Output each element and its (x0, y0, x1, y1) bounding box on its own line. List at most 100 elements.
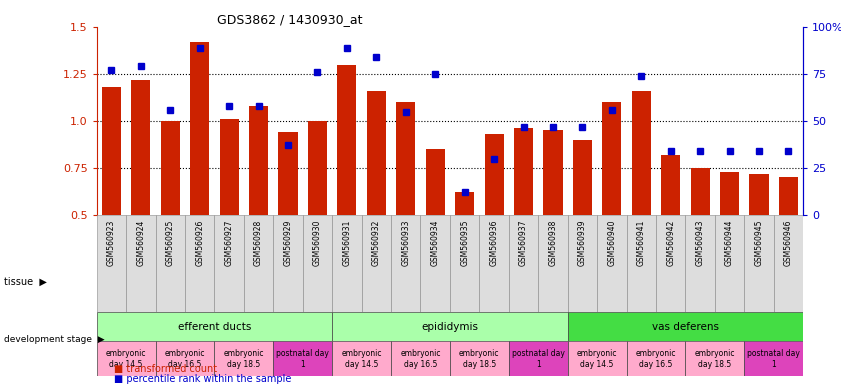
Text: GDS3862 / 1430930_at: GDS3862 / 1430930_at (217, 13, 362, 26)
Bar (420, 215, 450, 312)
Bar (479, 215, 509, 312)
Bar (690, 168, 710, 215)
Bar (627, 341, 685, 376)
Text: tissue  ▶: tissue ▶ (4, 277, 47, 287)
Text: GSM560946: GSM560946 (784, 220, 793, 266)
Text: GSM560943: GSM560943 (696, 220, 705, 266)
Text: GSM560937: GSM560937 (519, 220, 528, 266)
Text: GSM560926: GSM560926 (195, 220, 204, 266)
Text: ■ percentile rank within the sample: ■ percentile rank within the sample (114, 374, 291, 384)
Bar (720, 172, 739, 215)
Bar (190, 42, 209, 215)
Bar (244, 215, 273, 312)
Bar (685, 215, 715, 312)
Bar (303, 215, 332, 312)
Bar (538, 215, 568, 312)
Bar (749, 174, 769, 215)
Bar (249, 106, 268, 215)
Text: GSM560924: GSM560924 (136, 220, 145, 266)
Text: GSM560932: GSM560932 (372, 220, 381, 266)
Bar (656, 215, 685, 312)
Bar (273, 341, 332, 376)
Text: GSM560936: GSM560936 (489, 220, 499, 266)
Bar (161, 121, 180, 215)
Text: embryonic
day 14.5: embryonic day 14.5 (577, 349, 617, 369)
Bar (367, 91, 386, 215)
Text: postnatal day
1: postnatal day 1 (748, 349, 800, 369)
Text: embryonic
day 18.5: embryonic day 18.5 (459, 349, 500, 369)
Bar (715, 215, 744, 312)
Text: GSM560928: GSM560928 (254, 220, 263, 266)
Text: GSM560935: GSM560935 (460, 220, 469, 266)
Bar (514, 129, 533, 215)
Text: GSM560933: GSM560933 (401, 220, 410, 266)
Bar (362, 215, 391, 312)
Text: GSM560934: GSM560934 (431, 220, 440, 266)
Text: GSM560923: GSM560923 (107, 220, 116, 266)
Bar (156, 341, 214, 376)
Text: embryonic
day 16.5: embryonic day 16.5 (165, 349, 205, 369)
Text: development stage  ▶: development stage ▶ (4, 335, 105, 344)
Bar (509, 215, 538, 312)
Bar (126, 215, 156, 312)
Bar (214, 341, 273, 376)
Bar (332, 312, 568, 341)
Bar (214, 215, 244, 312)
Bar (509, 341, 568, 376)
Text: GSM560945: GSM560945 (754, 220, 764, 266)
Text: postnatal day
1: postnatal day 1 (512, 349, 564, 369)
Text: GSM560941: GSM560941 (637, 220, 646, 266)
Bar (774, 215, 803, 312)
Bar (568, 215, 597, 312)
Text: embryonic
day 14.5: embryonic day 14.5 (341, 349, 382, 369)
Bar (779, 177, 798, 215)
Text: GSM560927: GSM560927 (225, 220, 234, 266)
Bar (632, 91, 651, 215)
Text: postnatal day
1: postnatal day 1 (277, 349, 329, 369)
Bar (131, 79, 151, 215)
Bar (332, 215, 362, 312)
Bar (278, 132, 298, 215)
Text: GSM560938: GSM560938 (548, 220, 558, 266)
Text: epididymis: epididymis (421, 321, 479, 332)
Bar (573, 140, 592, 215)
Bar (391, 341, 450, 376)
Text: embryonic
day 16.5: embryonic day 16.5 (636, 349, 676, 369)
Bar (97, 215, 126, 312)
Text: GSM560940: GSM560940 (607, 220, 616, 266)
Bar (685, 341, 744, 376)
Bar (602, 102, 621, 215)
Bar (568, 341, 627, 376)
Bar (308, 121, 327, 215)
Bar (220, 119, 239, 215)
Text: GSM560929: GSM560929 (283, 220, 293, 266)
Bar (744, 341, 803, 376)
Text: GSM560944: GSM560944 (725, 220, 734, 266)
Bar (627, 215, 656, 312)
Bar (450, 215, 479, 312)
Text: GSM560931: GSM560931 (342, 220, 352, 266)
Text: embryonic
day 18.5: embryonic day 18.5 (695, 349, 735, 369)
Bar (450, 341, 509, 376)
Text: embryonic
day 16.5: embryonic day 16.5 (400, 349, 441, 369)
Bar (396, 102, 415, 215)
Bar (568, 312, 803, 341)
Text: ■ transformed count: ■ transformed count (114, 364, 217, 374)
Text: embryonic
day 18.5: embryonic day 18.5 (224, 349, 264, 369)
Text: vas deferens: vas deferens (652, 321, 719, 332)
Text: GSM560942: GSM560942 (666, 220, 675, 266)
Bar (455, 192, 474, 215)
Bar (426, 149, 445, 215)
Bar (185, 215, 214, 312)
Bar (597, 215, 627, 312)
Bar (744, 215, 774, 312)
Bar (97, 341, 156, 376)
Bar (661, 155, 680, 215)
Bar (97, 312, 332, 341)
Text: GSM560925: GSM560925 (166, 220, 175, 266)
Bar (332, 341, 391, 376)
Text: GSM560939: GSM560939 (578, 220, 587, 266)
Text: GSM560930: GSM560930 (313, 220, 322, 266)
Bar (273, 215, 303, 312)
Bar (337, 65, 357, 215)
